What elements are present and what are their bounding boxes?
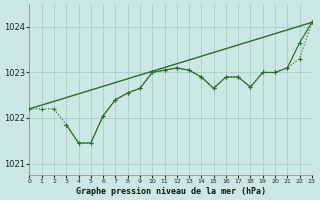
X-axis label: Graphe pression niveau de la mer (hPa): Graphe pression niveau de la mer (hPa) — [76, 187, 266, 196]
